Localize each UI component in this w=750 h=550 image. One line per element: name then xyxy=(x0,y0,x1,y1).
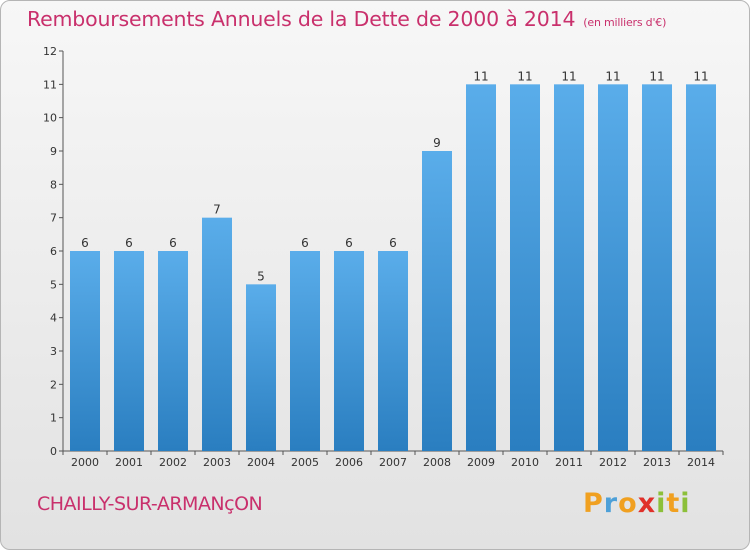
y-tick-label: 10 xyxy=(43,112,57,125)
logo-letter: i xyxy=(656,488,667,519)
x-tick-label: 2000 xyxy=(71,456,99,469)
y-tick-label: 2 xyxy=(50,378,57,391)
logo-letter: i xyxy=(680,488,691,519)
x-tick-label: 2003 xyxy=(203,456,231,469)
bar xyxy=(598,84,628,451)
bar xyxy=(114,251,144,451)
y-tick-label: 8 xyxy=(50,178,57,191)
bar xyxy=(422,151,452,451)
bar-value-label: 9 xyxy=(433,136,441,150)
y-tick-label: 12 xyxy=(43,45,57,58)
y-tick-label: 7 xyxy=(50,212,57,225)
y-tick-label: 0 xyxy=(50,445,57,458)
bar-value-label: 5 xyxy=(257,269,265,283)
bar-value-label: 6 xyxy=(389,236,397,250)
y-tick-label: 5 xyxy=(50,278,57,291)
x-tick-label: 2014 xyxy=(687,456,715,469)
bar-value-label: 11 xyxy=(693,69,708,83)
logo-letter: P xyxy=(583,488,604,519)
x-tick-label: 2004 xyxy=(247,456,275,469)
y-tick-label: 3 xyxy=(50,345,57,358)
bar-value-label: 6 xyxy=(81,236,89,250)
chart-title: Remboursements Annuels de la Dette de 20… xyxy=(27,7,666,31)
x-tick-label: 2001 xyxy=(115,456,143,469)
bar-value-label: 6 xyxy=(345,236,353,250)
x-tick-label: 2011 xyxy=(555,456,583,469)
y-tick-label: 11 xyxy=(43,78,57,91)
proxiti-logo: Proxiti xyxy=(583,488,691,519)
bar xyxy=(290,251,320,451)
bar xyxy=(378,251,408,451)
logo-letter: t xyxy=(666,488,681,519)
y-tick-label: 6 xyxy=(50,245,57,258)
bar xyxy=(70,251,100,451)
x-tick-label: 2007 xyxy=(379,456,407,469)
chart-unit: (en milliers d'€) xyxy=(583,16,667,29)
logo-letter: r xyxy=(603,488,619,519)
bar xyxy=(554,84,584,451)
bar xyxy=(246,284,276,451)
x-tick-label: 2006 xyxy=(335,456,363,469)
x-tick-label: 2002 xyxy=(159,456,187,469)
x-tick-label: 2013 xyxy=(643,456,671,469)
x-tick-label: 2009 xyxy=(467,456,495,469)
bar-value-label: 6 xyxy=(301,236,309,250)
y-tick-label: 1 xyxy=(50,412,57,425)
bar xyxy=(686,84,716,451)
x-tick-label: 2010 xyxy=(511,456,539,469)
bar-value-label: 11 xyxy=(605,69,620,83)
bar xyxy=(334,251,364,451)
bar xyxy=(642,84,672,451)
bar-value-label: 11 xyxy=(561,69,576,83)
y-tick-label: 4 xyxy=(50,312,57,325)
x-tick-label: 2008 xyxy=(423,456,451,469)
city-name: CHAILLY-SUR-ARMANçON xyxy=(37,493,263,515)
bar-value-label: 6 xyxy=(169,236,177,250)
logo-letter: o xyxy=(618,488,638,519)
bar xyxy=(202,217,232,451)
bar xyxy=(510,84,540,451)
bar-value-label: 11 xyxy=(517,69,532,83)
x-tick-label: 2005 xyxy=(291,456,319,469)
bar-value-label: 7 xyxy=(213,203,221,217)
bar-value-label: 6 xyxy=(125,236,133,250)
bar xyxy=(466,84,496,451)
bar-value-label: 11 xyxy=(473,69,488,83)
bar-value-label: 11 xyxy=(649,69,664,83)
logo-letter: x xyxy=(637,488,657,519)
y-tick-label: 9 xyxy=(50,145,57,158)
chart-title-text: Remboursements Annuels de la Dette de 20… xyxy=(27,7,576,31)
x-tick-label: 2012 xyxy=(599,456,627,469)
bar xyxy=(158,251,188,451)
